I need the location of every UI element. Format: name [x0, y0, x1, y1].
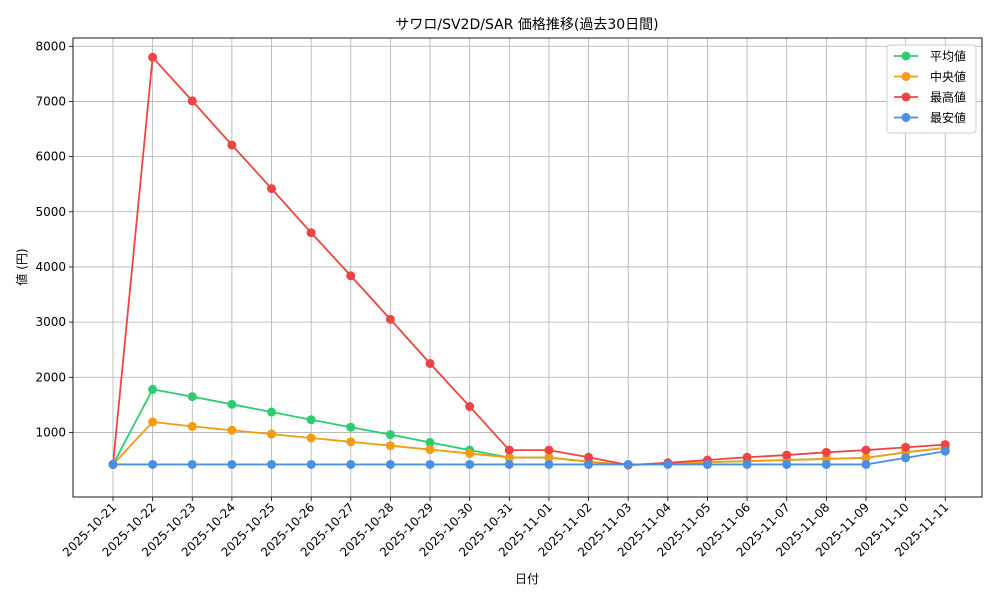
plot-frame	[72, 37, 983, 498]
data-point	[861, 453, 871, 463]
legend-label: 最安値	[930, 110, 966, 125]
data-point	[861, 459, 871, 469]
data-point	[821, 459, 831, 469]
data-point	[306, 433, 316, 443]
data-point	[782, 459, 792, 469]
y-tick-label: 6000	[35, 150, 66, 164]
legend-swatch-marker	[901, 113, 911, 122]
data-point	[148, 417, 158, 427]
y-tick-label: 3000	[35, 315, 66, 329]
data-point	[187, 392, 197, 402]
y-tick-label: 2000	[35, 370, 66, 384]
y-tick-label: 8000	[35, 39, 66, 53]
data-point	[267, 407, 277, 417]
data-point	[782, 450, 792, 460]
legend-box	[886, 44, 977, 134]
data-point	[940, 446, 950, 456]
chart-title: サワロ/SV2D/SAR 価格推移(過去30日間)	[395, 17, 658, 33]
series-line	[112, 421, 946, 466]
data-point	[544, 459, 554, 469]
data-point	[267, 459, 277, 469]
data-point	[425, 459, 435, 469]
data-point	[901, 442, 911, 452]
data-point	[306, 459, 316, 469]
data-point	[465, 402, 475, 412]
data-point	[148, 384, 158, 394]
data-point	[584, 459, 594, 469]
data-point	[465, 459, 475, 469]
legend-label: 平均値	[930, 49, 966, 64]
data-point	[940, 440, 950, 450]
y-tick-label: 7000	[35, 94, 66, 108]
legend-swatch-marker	[901, 92, 911, 102]
data-point	[663, 459, 673, 469]
data-point	[108, 459, 118, 469]
legend-swatch-marker	[901, 51, 911, 61]
data-point	[385, 430, 395, 440]
data-point	[425, 445, 435, 455]
axes: 2025-10-212025-10-222025-10-232025-10-24…	[35, 37, 983, 559]
data-point	[861, 445, 871, 455]
data-point	[504, 459, 514, 469]
data-point	[465, 448, 475, 458]
legend-item: 平均値	[894, 49, 966, 64]
y-tick-label: 4000	[35, 260, 66, 274]
legend-label: 中央値	[930, 69, 966, 84]
x-axis-label: 日付	[515, 572, 539, 586]
y-tick-label: 5000	[35, 205, 66, 219]
data-point	[267, 184, 277, 194]
data-point	[821, 447, 831, 457]
grid	[73, 38, 982, 497]
data-point	[148, 52, 158, 62]
data-point	[187, 96, 197, 106]
series-line	[113, 450, 946, 466]
data-point	[385, 314, 395, 324]
data-point	[227, 140, 237, 150]
data-point	[187, 421, 197, 431]
data-point	[227, 459, 237, 469]
y-axis-label: 値 (円)	[14, 248, 29, 285]
data-point	[425, 358, 435, 368]
data-point	[504, 453, 514, 463]
series-line	[112, 55, 946, 466]
data-point	[504, 445, 514, 455]
data-point	[385, 459, 395, 469]
data-point	[623, 459, 633, 469]
data-point	[346, 271, 356, 281]
legend-item: 最高値	[894, 90, 966, 105]
legend-item: 中央値	[894, 69, 966, 84]
data-point	[702, 459, 712, 469]
data-point	[742, 459, 752, 469]
legend-item: 最安値	[894, 110, 966, 125]
data-point	[187, 459, 197, 469]
data-point	[306, 415, 316, 425]
data-point	[425, 437, 435, 447]
data-point	[346, 437, 356, 447]
data-point	[267, 429, 277, 439]
y-tick-label: 1000	[35, 425, 66, 439]
legend-label: 最高値	[930, 90, 966, 105]
data-point	[544, 445, 554, 455]
series-line	[112, 388, 946, 466]
series	[108, 446, 950, 469]
data-point	[385, 441, 395, 451]
data-point	[346, 422, 356, 432]
series-lines	[108, 52, 950, 470]
data-point	[227, 425, 237, 435]
data-point	[901, 453, 911, 463]
data-point	[346, 459, 356, 469]
data-point	[227, 399, 237, 409]
data-point	[584, 452, 594, 462]
data-point	[742, 452, 752, 462]
data-point	[544, 453, 554, 463]
data-point	[306, 228, 316, 238]
legend-swatch-marker	[901, 72, 911, 81]
data-point	[148, 459, 158, 469]
